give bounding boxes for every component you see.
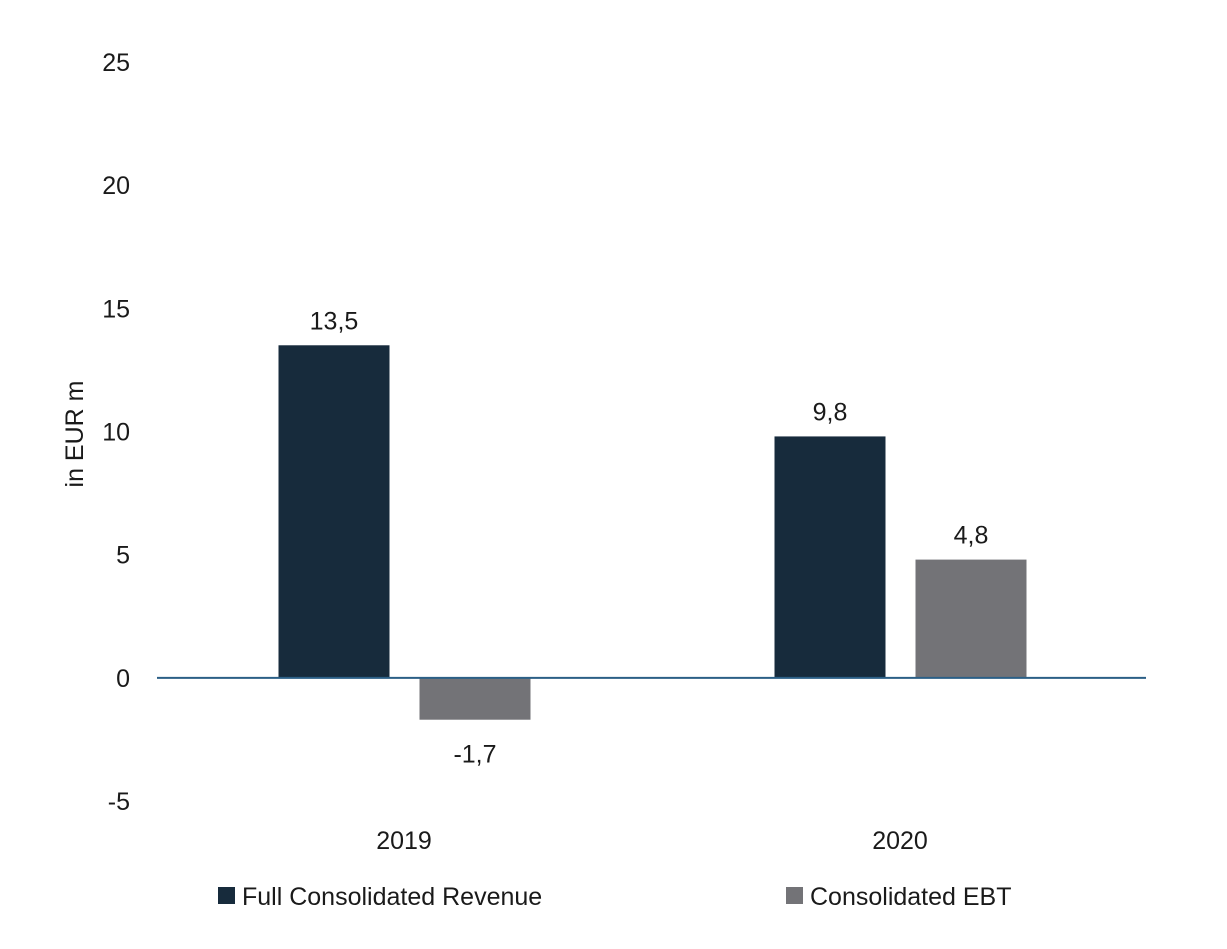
legend-swatch — [786, 887, 803, 904]
y-tick-label: 5 — [116, 542, 130, 570]
y-tick-label: 15 — [102, 295, 130, 323]
legend-item-ebt: Consolidated EBT — [786, 883, 1012, 911]
x-tick-label: 2019 — [376, 827, 432, 855]
bar-2020-ebt — [915, 559, 1027, 678]
x-tick-label: 2020 — [872, 827, 928, 855]
data-label: 4,8 — [954, 522, 989, 550]
legend-label: Full Consolidated Revenue — [242, 883, 542, 911]
data-label: 9,8 — [813, 398, 848, 426]
bar-2019-revenue — [278, 345, 390, 678]
y-axis-ticks: 25 20 15 10 5 0 -5 — [102, 49, 130, 816]
bar-2020-revenue — [774, 436, 886, 678]
data-label: -1,7 — [453, 741, 496, 769]
data-labels: 13,5 9,8 -1,7 4,8 — [310, 307, 989, 768]
x-axis-ticks: 2019 2020 — [376, 827, 928, 855]
legend-label: Consolidated EBT — [810, 883, 1012, 911]
bars — [278, 345, 1027, 720]
legend-item-revenue: Full Consolidated Revenue — [218, 883, 542, 911]
y-tick-label: 25 — [102, 49, 130, 77]
y-tick-label: 10 — [102, 419, 130, 447]
legend-swatch — [218, 887, 235, 904]
data-label: 13,5 — [310, 307, 359, 335]
legend: Full Consolidated Revenue Consolidated EB… — [218, 883, 1012, 911]
y-tick-label: -5 — [108, 788, 130, 816]
y-axis-title: in EUR m — [61, 381, 89, 488]
bar-2019-ebt — [419, 677, 531, 720]
y-tick-label: 0 — [116, 665, 130, 693]
y-tick-label: 20 — [102, 172, 130, 200]
